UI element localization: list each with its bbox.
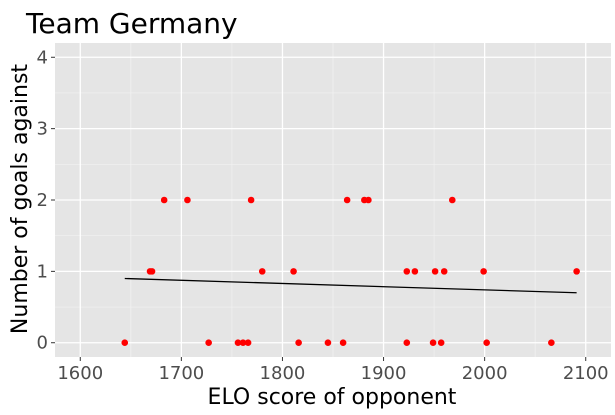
axis-ticks: 1600 1700 1800 1900 2000 2100 0 1 2 3 4 [37,47,609,384]
y-tick-label: 3 [37,119,48,140]
data-point [403,339,411,347]
data-point [431,268,439,275]
data-point [295,339,302,347]
x-axis-title: ELO score of opponent [208,385,457,410]
data-point [411,268,419,275]
data-point [121,339,129,347]
data-point [205,339,212,347]
data-point [160,196,168,204]
data-point [343,196,351,204]
data-point [548,339,555,347]
chart-title: Team Germany [25,7,238,40]
trend-line [124,277,577,294]
points-group [121,196,580,347]
x-tick-label: 2100 [563,363,609,384]
data-point [258,268,266,275]
y-tick-label: 0 [37,333,48,354]
data-point [429,339,437,347]
x-tick-label: 1900 [361,363,407,384]
data-point [239,339,247,347]
data-point [324,339,332,347]
data-point [290,268,297,275]
y-tick-label: 4 [37,47,48,68]
y-tick-label: 1 [37,261,48,282]
data-point [483,339,490,347]
data-point [339,339,347,347]
y-tick-label: 2 [37,190,48,211]
data-point [437,339,445,347]
data-point [247,196,255,204]
x-tick-label: 1800 [260,363,306,384]
data-point [448,196,456,204]
x-tick-label: 2000 [462,363,508,384]
data-point [148,268,156,275]
data-point [573,268,580,275]
data-point [365,196,372,204]
data-point [234,339,242,347]
data-point [440,268,448,275]
trend-line-group [124,277,577,294]
data-point [244,339,252,347]
major-gridlines [55,43,611,357]
y-axis-title: Number of goals against [8,64,33,334]
x-tick-label: 1600 [57,363,103,384]
x-tick-label: 1700 [158,363,204,384]
data-point [480,268,487,275]
data-point [403,268,411,275]
data-point [184,196,191,204]
